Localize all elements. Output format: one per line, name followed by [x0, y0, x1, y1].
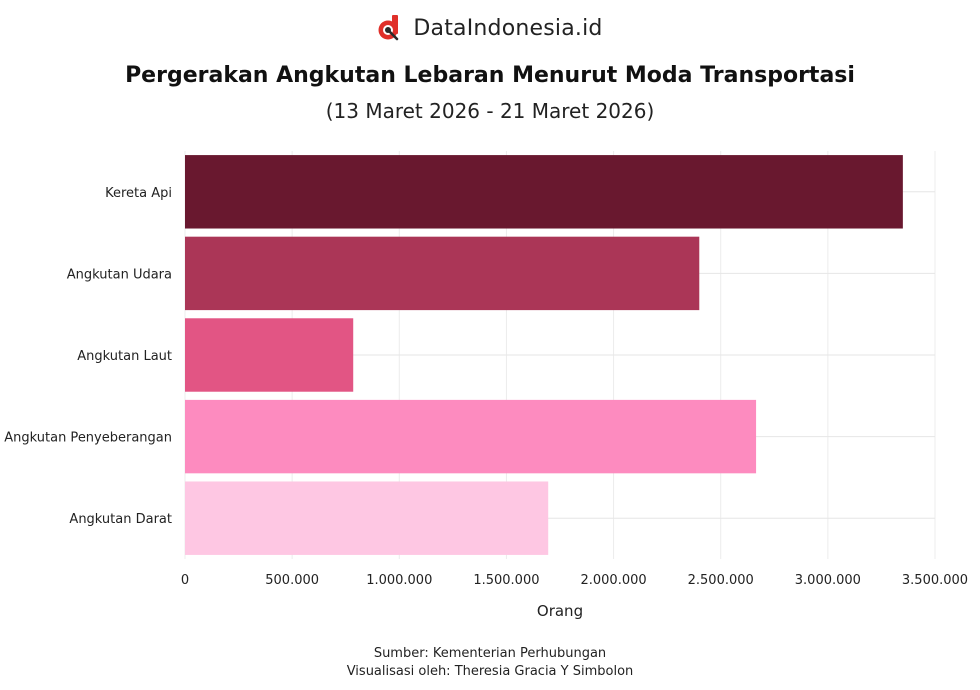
source-note: Sumber: Kementerian Perhubungan — [373, 646, 607, 661]
dataindonesia-logo-icon — [378, 15, 399, 41]
category-label: Angkutan Udara — [67, 267, 172, 282]
bars — [185, 155, 903, 555]
brand-name: DataIndonesia.id — [413, 15, 603, 41]
bar-angkutan-penyeberangan[interactable] — [185, 399, 757, 474]
x-tick-label: 0 — [181, 573, 189, 588]
x-axis-label: Orang — [537, 602, 583, 620]
bar-angkutan-darat[interactable] — [185, 481, 549, 555]
x-tick-labels: 0 500.000 1.000.000 1.500.000 2.000.000 2.500… — [181, 573, 968, 588]
category-label: Angkutan Penyeberangan — [4, 431, 172, 446]
bar-chart: Kereta Api Angkutan Udara Angkutan Laut Ang… — [4, 151, 968, 620]
credit-note: Visualisasi oleh: Theresia Gracia Y Simb… — [346, 664, 634, 679]
bar-angkutan-laut[interactable] — [185, 318, 354, 392]
x-tick-label: 2.500.000 — [688, 573, 754, 588]
chart-subtitle: (13 Maret 2026 - 21 Maret 2026) — [325, 99, 655, 123]
x-tick-label: 500.000 — [265, 573, 319, 588]
x-tick-label: 1.500.000 — [473, 573, 539, 588]
category-label: Angkutan Laut — [77, 349, 172, 364]
category-label: Angkutan Darat — [69, 512, 172, 527]
chart-title: Pergerakan Angkutan Lebaran Menurut Moda… — [125, 63, 855, 88]
category-label: Kereta Api — [105, 186, 172, 201]
brand-header: DataIndonesia.id — [0, 14, 980, 42]
x-tick-label: 2.000.000 — [580, 573, 646, 588]
bar-kereta-api[interactable] — [185, 155, 903, 229]
bar-angkutan-udara[interactable] — [185, 236, 700, 311]
category-labels: Kereta Api Angkutan Udara Angkutan Laut Ang… — [4, 186, 172, 527]
footer: Sumber: Kementerian Perhubungan Visualis… — [0, 645, 980, 681]
x-tick-label: 3.000.000 — [795, 573, 861, 588]
x-tick-label: 1.000.000 — [366, 573, 432, 588]
x-tick-label: 3.500.000 — [902, 573, 968, 588]
